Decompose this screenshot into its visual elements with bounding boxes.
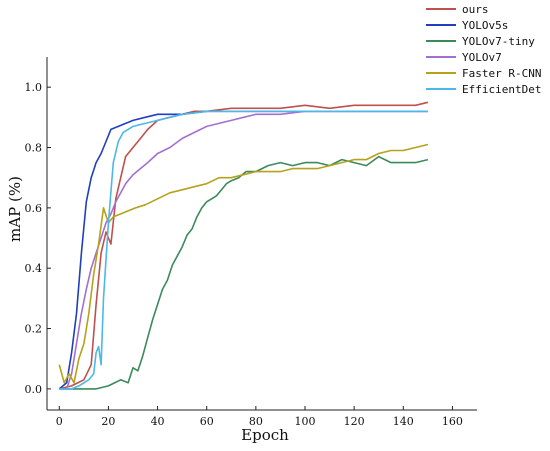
y-tick-label: 0.8	[25, 142, 43, 155]
y-axis-title: mAP (%)	[6, 176, 24, 242]
x-axis-title: Epoch	[241, 426, 289, 444]
y-tick-label: 0.0	[25, 383, 43, 396]
y-tick-label: 1.0	[25, 81, 43, 94]
x-tick-label: 20	[101, 415, 115, 428]
x-tick-label: 60	[200, 415, 214, 428]
x-tick-label: 40	[151, 415, 165, 428]
legend-label: Faster R-CNN	[462, 67, 541, 80]
series-line-faster-r-cnn	[58, 143, 429, 384]
x-tick-label: 80	[249, 415, 263, 428]
y-tick-label: 0.2	[25, 323, 43, 336]
y-tick-label: 0.4	[25, 262, 43, 275]
series-line-yolov5s	[58, 110, 428, 390]
legend-label: EfficientDet	[462, 83, 541, 96]
series-layer	[58, 101, 429, 390]
legend-label: ours	[462, 3, 489, 16]
legend-label: YOLOv7-tiny	[462, 35, 535, 48]
series-line-yolov7	[59, 110, 428, 390]
x-tick-label: 0	[56, 415, 63, 428]
legend-label: YOLOv5s	[462, 19, 508, 32]
x-tick-label: 120	[344, 415, 365, 428]
x-tick-label: 140	[393, 415, 414, 428]
legend: ours YOLOv5s YOLOv7-tiny YOLOv7 Faster R-CNN…	[426, 3, 541, 96]
legend-label: YOLOv7	[462, 51, 502, 64]
y-tick-label: 0.6	[25, 202, 43, 215]
series-line-ours	[59, 101, 429, 390]
x-tick-label: 160	[442, 415, 463, 428]
series-line-yolov7-tiny	[59, 155, 429, 390]
series-line-efficientdet	[59, 110, 428, 390]
axes-layer: 0 20 40 60 80 100 120 140 160 0.0 0.2 0.4 0.6 0.8 1.0	[25, 57, 477, 428]
x-tick-label: 100	[295, 415, 316, 428]
